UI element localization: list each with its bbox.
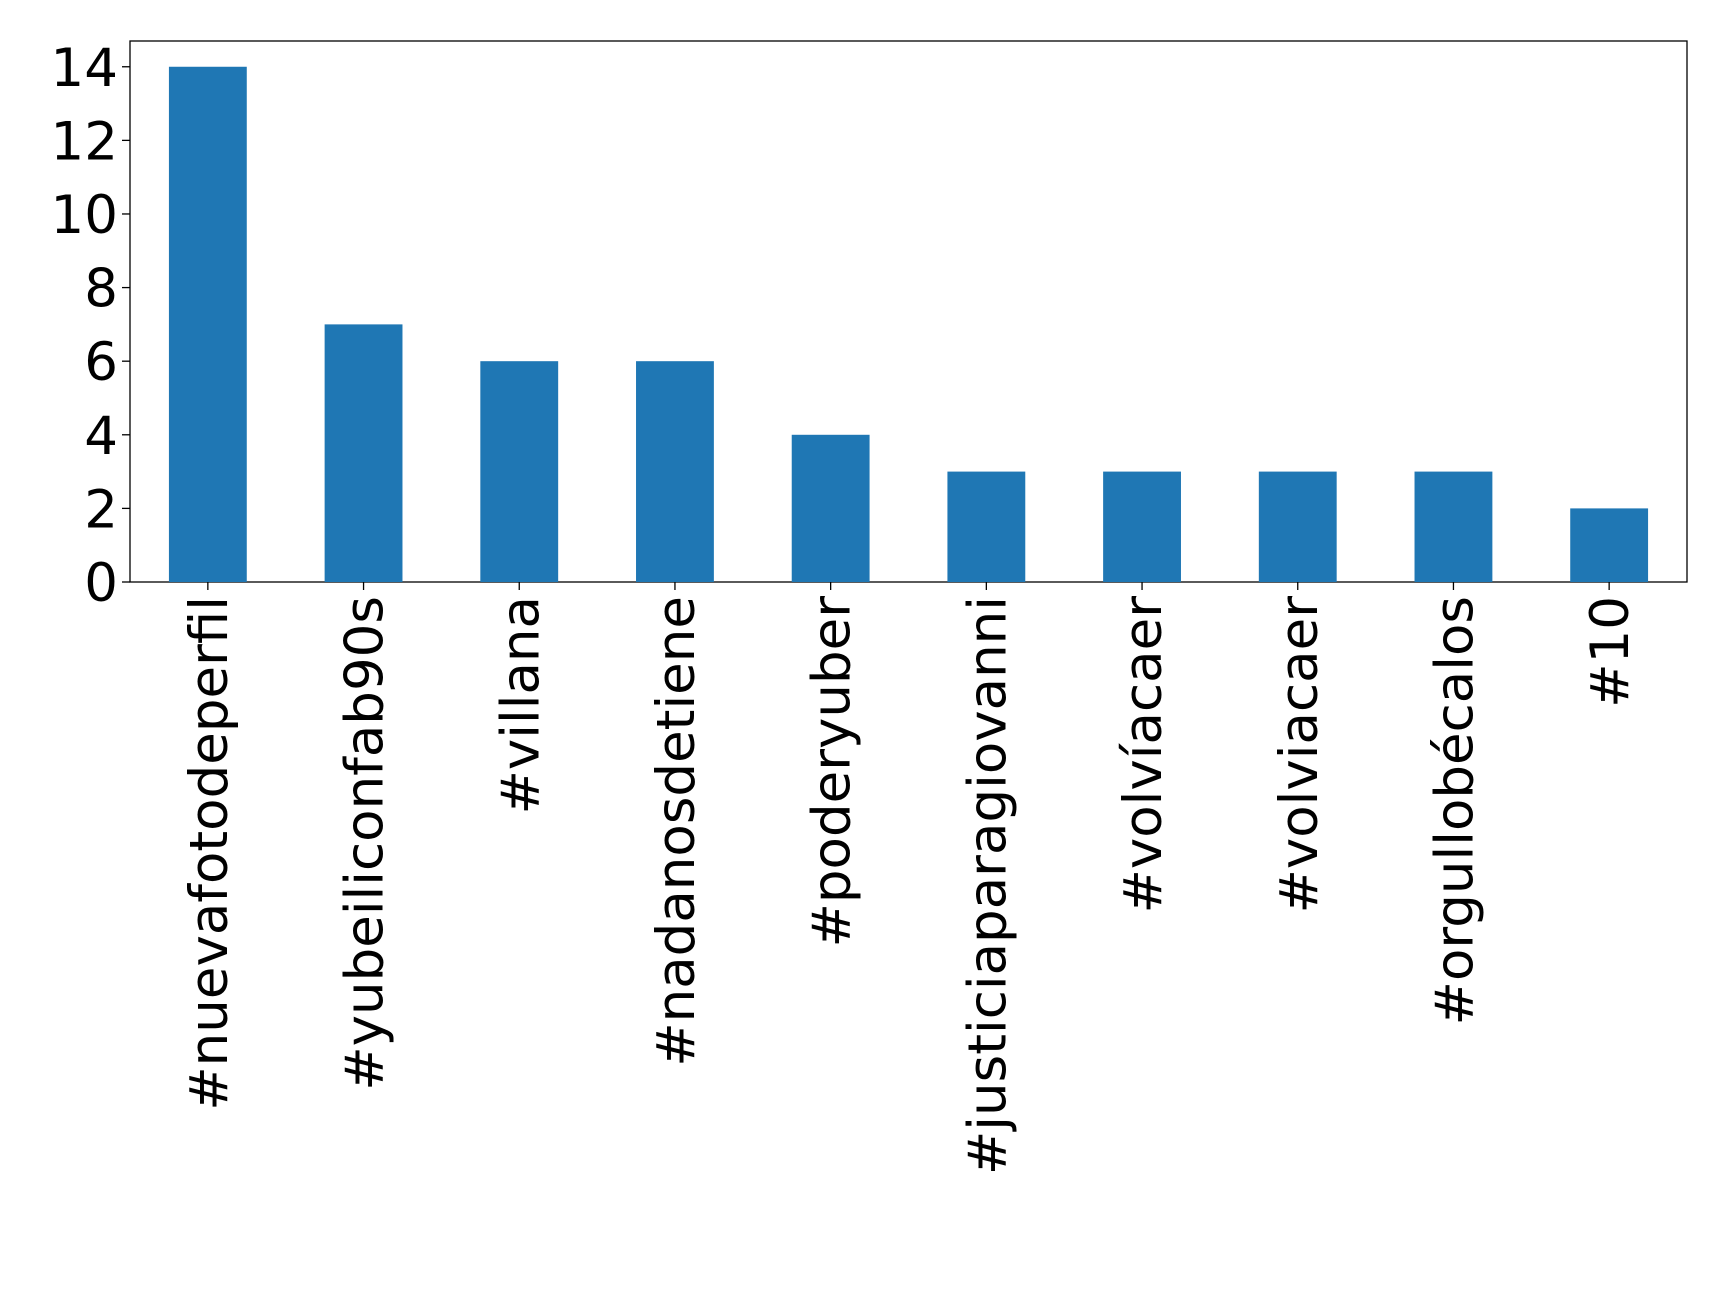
bar (480, 361, 559, 582)
y-tick-label: 2 (84, 479, 118, 540)
bar (1103, 471, 1181, 582)
x-tick-label: #villana (490, 596, 551, 815)
bar (168, 66, 247, 582)
y-tick-label: 4 (84, 406, 118, 467)
x-tick-label: #orgullobécalos (1424, 596, 1485, 1025)
x-tick-label: #nuevafotodeperfil (179, 596, 240, 1111)
y-tick-label: 12 (51, 111, 118, 172)
bar (1570, 508, 1649, 582)
bar (1414, 471, 1493, 582)
y-tick-label: 10 (51, 185, 118, 246)
x-tick-label: #poderyuber (802, 596, 863, 948)
bar (324, 324, 403, 582)
x-tick-label: #justiciaparagiovanni (957, 596, 1018, 1175)
bar (947, 471, 1026, 582)
x-tick-label: #nadanosdetiene (646, 596, 707, 1067)
plot-frame (129, 40, 1688, 583)
bar (1258, 471, 1337, 582)
y-tick-label: 8 (84, 259, 118, 320)
x-tick-label: #volvíacaer (1113, 596, 1174, 914)
bar (636, 361, 714, 582)
bar (791, 434, 870, 582)
x-tick-label: #yubeiliconfab90s (335, 596, 396, 1091)
y-tick-label: 14 (51, 38, 118, 99)
y-tick-label: 6 (84, 332, 118, 393)
x-tick-label: #10 (1580, 596, 1641, 708)
y-tick-label: 0 (84, 553, 118, 614)
x-tick-label: #volviacaer (1269, 596, 1330, 914)
